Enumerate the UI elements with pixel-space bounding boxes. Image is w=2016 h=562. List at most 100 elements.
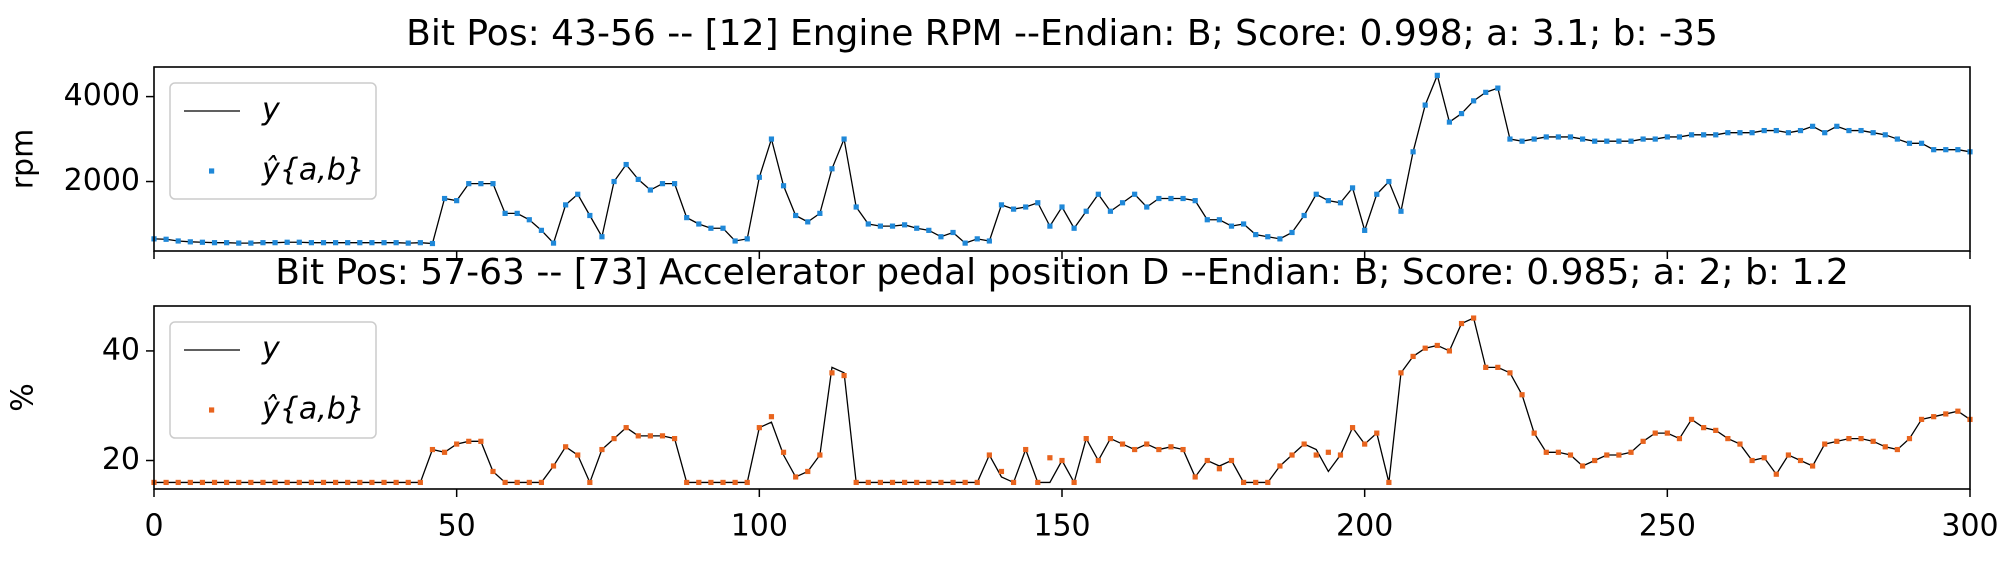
data-point (211, 479, 218, 486)
data-point (1253, 232, 1259, 238)
data-point (696, 479, 702, 486)
data-point (1446, 119, 1453, 125)
data-point (526, 479, 532, 486)
data-point (720, 479, 726, 486)
data-point (805, 219, 811, 225)
data-point (1543, 134, 1549, 140)
data-point (466, 181, 472, 187)
data-point (1216, 466, 1222, 472)
data-point (1228, 457, 1235, 464)
data-point (756, 425, 762, 431)
data-point (1265, 479, 1271, 486)
data-point (1858, 435, 1864, 442)
data-point (1640, 438, 1646, 444)
data-point (623, 425, 629, 431)
x-tick-label: 300 (1941, 509, 1998, 544)
data-point (1810, 123, 1816, 129)
data-point (163, 236, 169, 242)
data-point (1132, 191, 1138, 197)
data-point (1604, 452, 1610, 458)
data-point (563, 202, 569, 208)
data-point (187, 239, 193, 245)
data-point (381, 479, 387, 486)
data-point (1313, 452, 1319, 458)
data-point (805, 468, 811, 475)
data-point (1483, 89, 1489, 95)
data-point (793, 212, 799, 219)
data-point (296, 479, 302, 486)
data-point (623, 161, 629, 168)
data-point (1834, 123, 1840, 129)
data-point (914, 479, 920, 486)
x-tick-label: 250 (1639, 509, 1696, 544)
data-point (1047, 223, 1053, 229)
x-tick-label: 0 (144, 509, 163, 544)
data-point (962, 240, 968, 246)
data-point (756, 174, 762, 180)
data-point (1628, 449, 1634, 455)
data-point (1797, 457, 1804, 464)
data-point (1894, 136, 1900, 142)
data-point (1083, 435, 1089, 442)
data-point (1434, 342, 1440, 349)
data-point (938, 479, 944, 486)
data-point (1664, 134, 1670, 140)
data-point (1144, 204, 1150, 210)
data-point (926, 479, 932, 486)
data-point (1822, 441, 1828, 447)
data-point (1810, 463, 1816, 469)
data-point (308, 240, 314, 246)
data-point (611, 435, 617, 442)
data-point (320, 240, 327, 246)
data-point (1374, 191, 1380, 197)
data-point (1337, 200, 1344, 206)
data-point (1688, 132, 1695, 138)
data-point (199, 479, 206, 486)
data-point (248, 479, 254, 486)
data-point (284, 239, 290, 245)
data-point (768, 136, 775, 142)
data-point (998, 202, 1005, 208)
data-point (1422, 345, 1428, 351)
data-point (345, 479, 351, 486)
data-point (272, 479, 278, 486)
data-point (272, 240, 278, 246)
data-point (1168, 444, 1174, 450)
data-point (1204, 457, 1210, 464)
data-point (1010, 206, 1017, 212)
data-point (865, 221, 871, 227)
data-point (1918, 416, 1925, 423)
data-point (1156, 195, 1162, 202)
data-point (1785, 452, 1791, 458)
data-point (429, 446, 436, 453)
data-point (1289, 452, 1295, 458)
data-point (1931, 147, 1937, 153)
data-point (1555, 134, 1561, 140)
data-point (1701, 132, 1707, 138)
chart-title: Bit Pos: 57-63 -- [73] Accelerator pedal… (275, 252, 1848, 293)
data-point (950, 229, 956, 236)
data-point (1955, 147, 1961, 153)
data-point (1168, 195, 1174, 202)
data-point (478, 181, 484, 187)
data-point (1325, 449, 1331, 455)
data-point (1035, 200, 1041, 206)
data-point (1822, 130, 1828, 136)
data-point (1725, 435, 1731, 442)
data-point (1737, 130, 1743, 136)
data-point (1882, 132, 1888, 138)
data-point (1543, 449, 1549, 455)
data-point (671, 181, 678, 187)
data-point (1119, 441, 1126, 447)
data-point (1471, 315, 1477, 321)
data-point (1265, 234, 1271, 240)
data-point (1095, 457, 1101, 464)
data-point (1555, 449, 1561, 455)
data-point (744, 236, 750, 242)
data-point (1725, 130, 1731, 136)
data-point (732, 238, 738, 244)
data-point (490, 181, 496, 187)
data-point (1604, 138, 1610, 144)
data-point (587, 212, 593, 219)
data-point (1289, 229, 1295, 236)
